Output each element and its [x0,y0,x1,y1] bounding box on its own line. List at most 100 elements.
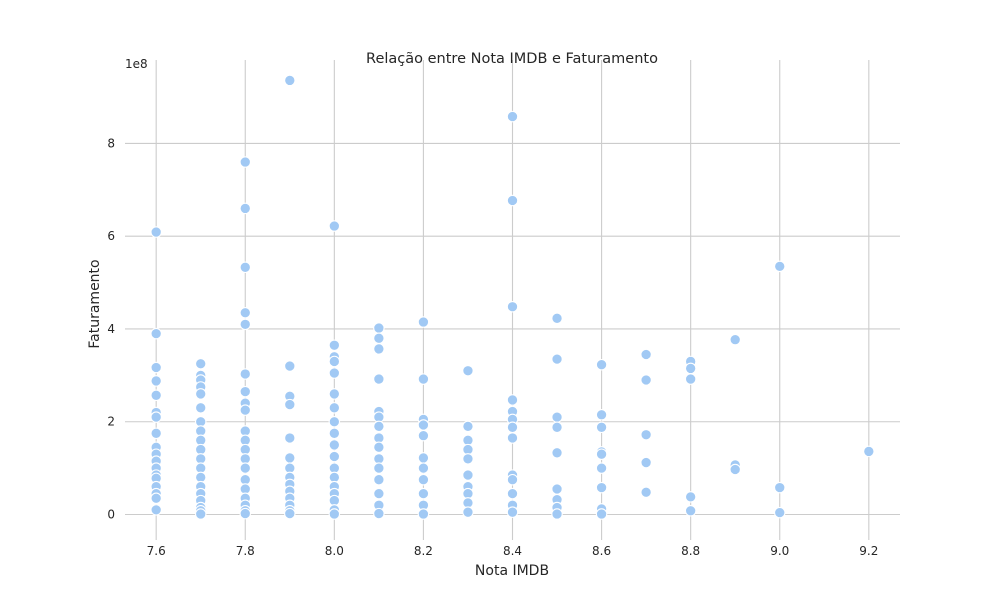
scatter-point [328,439,341,451]
scatter-point [462,420,474,433]
y-tick-labels: 0 2 4 6 8 [107,136,115,521]
scatter-point [506,432,519,444]
scatter-point [417,316,430,328]
scatter-point [595,448,608,460]
scatter-point [239,202,252,215]
x-tick-labels: 7.6 7.8 8.0 8.2 8.4 8.6 8.8 9.0 9.2 [147,544,879,558]
scatter-point [150,504,162,516]
scatter-point [729,333,741,346]
scatter-point [506,194,519,207]
x-tick-label: 8.4 [503,544,522,558]
scatter-point [506,473,519,486]
scatter-point [194,388,207,400]
x-tick-label: 7.8 [236,544,255,558]
scatter-point [551,312,563,325]
y-offset-label: 1e8 [125,57,148,71]
scatter-point [551,483,563,495]
scatter-point [239,261,252,274]
scatter-point [194,508,207,520]
scatter-point [194,402,207,414]
scatter-point [506,394,519,406]
scatter-point [328,508,341,520]
scatter-point [640,348,652,361]
scatter-point [239,307,252,319]
x-gridlines [155,60,870,540]
scatter-point [773,506,786,519]
x-tick-label: 9.0 [770,544,789,558]
scatter-point [373,473,385,486]
scatter-point [863,445,875,458]
scatter-point [417,487,430,500]
scatter-point [417,508,430,520]
scatter-point [417,429,430,442]
scatter-point [150,226,162,238]
scatter-point [595,358,608,371]
scatter-point [284,507,296,520]
scatter-point [239,318,252,331]
scatter-point [506,506,519,518]
scatter-point [684,362,697,375]
scatter-point [773,481,786,494]
scatter-point [551,421,563,434]
scatter-point [239,507,252,520]
scatter-point [373,343,385,355]
data-points [150,74,875,520]
x-tick-label: 8.8 [681,544,700,558]
y-tick-label: 2 [107,415,115,429]
scatter-point [194,358,207,370]
scatter-point [417,373,430,385]
scatter-point [373,332,385,345]
scatter-point [373,322,385,334]
scatter-point [328,339,341,351]
scatter-point [150,327,162,340]
scatter-point [373,507,385,520]
scatter-point [773,260,786,273]
x-tick-label: 7.6 [147,544,166,558]
scatter-point [595,462,608,474]
scatter-point [417,452,430,464]
x-tick-label: 8.2 [414,544,433,558]
scatter-point [373,462,385,474]
scatter-point [150,492,162,505]
x-tick-label: 8.6 [592,544,611,558]
scatter-point [150,411,162,423]
scatter-point [328,388,341,400]
y-tick-label: 0 [107,507,115,521]
scatter-point [150,361,162,374]
scatter-point [640,374,652,386]
scatter-point [506,421,519,434]
scatter-point [417,462,430,474]
scatter-point [328,415,341,428]
y-axis-title: Faturamento [87,259,103,348]
scatter-point [462,506,474,518]
scatter-point [595,421,608,434]
scatter-point [506,110,519,123]
y-tick-label: 6 [107,229,115,243]
scatter-point [729,463,741,476]
scatter-point [284,452,296,464]
scatter-point [328,427,341,440]
scatter-point [417,419,430,431]
scatter-point [373,487,385,500]
scatter-point [284,398,296,411]
scatter-point [551,411,563,423]
scatter-point [373,373,385,385]
x-tick-label: 8.0 [325,544,344,558]
scatter-point [328,355,341,368]
scatter-point [239,368,252,380]
x-tick-label: 9.2 [859,544,878,558]
scatter-point [640,486,652,498]
scatter-point [462,364,474,377]
x-axis-title: Nota IMDB [475,563,549,579]
scatter-point [595,481,608,494]
scatter-point [595,409,608,421]
y-tick-label: 8 [107,136,115,150]
scatter-point [684,373,697,385]
scatter-point [551,508,563,520]
scatter-point [328,367,341,379]
scatter-point [462,469,474,481]
scatter-point [640,428,652,441]
scatter-point [373,441,385,453]
y-tick-label: 4 [107,322,115,336]
